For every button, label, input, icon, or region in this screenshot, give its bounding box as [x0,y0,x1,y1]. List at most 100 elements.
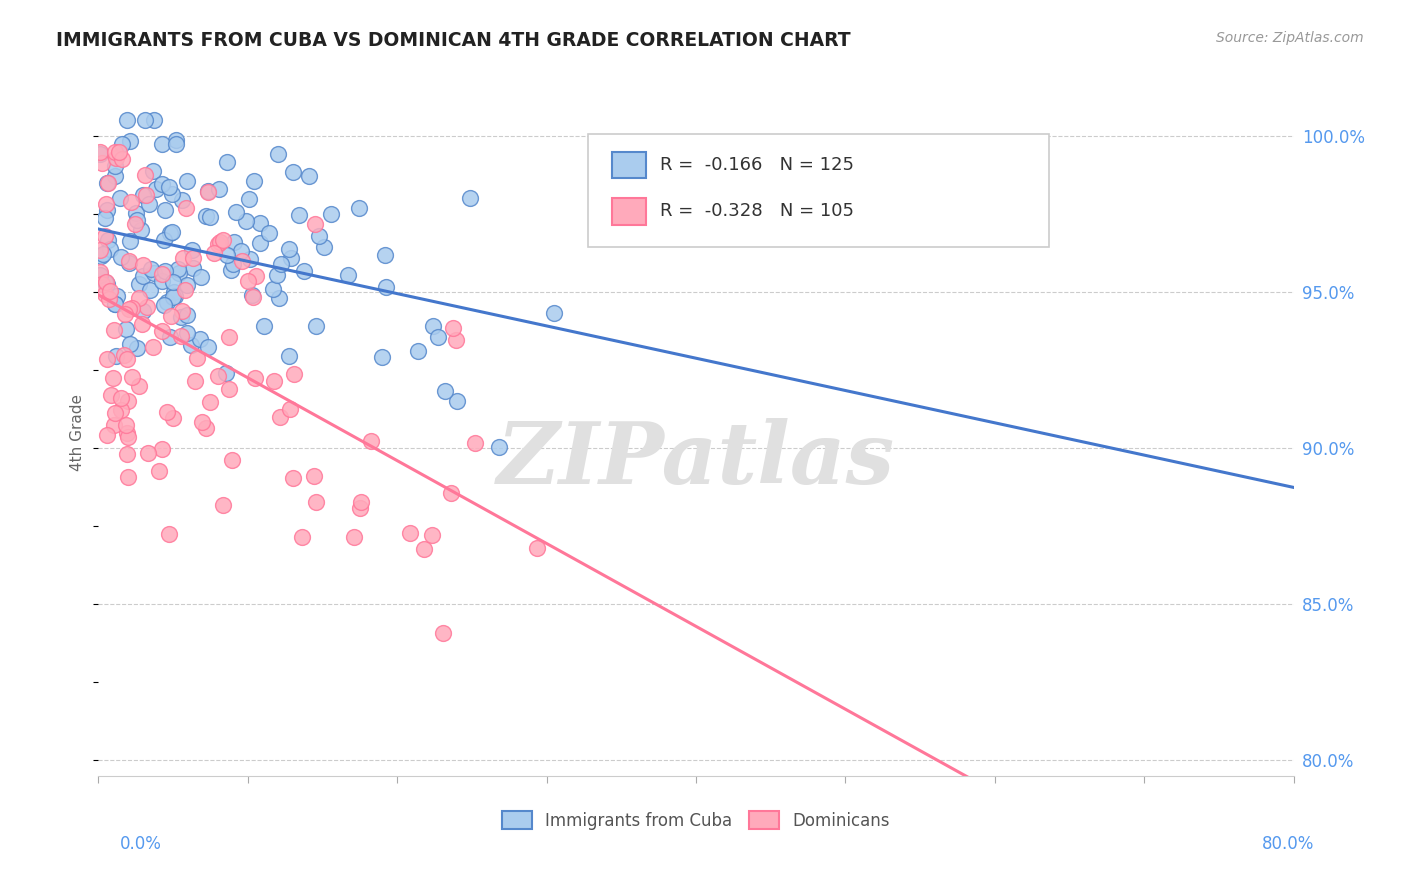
Point [115,113,138,128]
Text: IMMIGRANTS FROM CUBA VS DOMINICAN 4TH GRADE CORRELATION CHART: IMMIGRANTS FROM CUBA VS DOMINICAN 4TH GR… [56,31,851,50]
Point [153,233,176,247]
Point [174,283,197,297]
Point [153,264,176,278]
Point [413,541,436,556]
Point [349,201,371,215]
Point [110,403,132,417]
Point [257,226,280,240]
Point [115,352,138,367]
Point [96,428,118,442]
Point [434,384,457,398]
Point [408,344,430,359]
Point [281,471,304,485]
FancyBboxPatch shape [613,153,645,178]
Text: 0.0%: 0.0% [120,835,162,853]
Point [114,308,136,322]
Point [202,246,225,260]
Point [172,251,194,265]
Point [262,282,284,296]
Point [120,337,142,351]
Point [200,210,222,224]
Point [170,310,193,325]
Point [231,253,253,268]
Point [110,250,132,264]
Point [152,298,174,312]
Point [249,215,271,229]
Point [118,301,141,316]
Point [312,240,335,254]
Point [298,169,321,183]
Point [198,395,221,409]
Point [139,283,162,297]
Point [280,251,302,265]
Point [134,168,156,182]
Point [170,304,193,318]
Point [100,387,122,401]
Point [107,288,129,302]
Point [150,136,173,151]
Point [96,277,118,291]
Point [160,225,183,239]
Point [96,176,118,190]
Point [215,248,238,262]
Point [343,530,366,544]
Point [124,217,146,231]
Point [305,494,328,508]
Point [127,213,149,227]
Point [488,440,510,454]
Point [89,145,111,159]
Point [115,417,138,432]
Point [181,252,204,266]
Point [170,193,193,207]
Point [131,318,153,332]
Point [222,257,245,271]
Point [543,306,565,320]
Point [278,402,301,417]
Point [96,275,118,289]
Point [162,410,184,425]
Point [90,277,112,292]
Point [98,293,121,307]
Point [180,337,202,351]
Text: ZIPatlas: ZIPatlas [496,418,896,502]
Point [131,303,153,318]
Point [128,277,150,292]
Point [236,275,259,289]
Point [104,145,127,159]
Point [108,191,131,205]
Point [163,285,186,299]
Point [235,214,257,228]
Point [176,326,198,341]
Point [97,176,120,190]
Point [89,265,111,279]
Point [150,325,173,339]
Point [157,526,180,541]
Point [104,159,127,173]
Point [238,192,260,206]
Point [120,195,142,210]
Point [118,256,141,270]
Point [136,446,159,460]
Point [129,223,152,237]
Point [176,201,198,215]
Point [242,290,264,304]
Point [153,202,176,217]
Point [103,406,125,420]
Point [145,182,167,196]
Point [277,349,299,363]
Point [398,525,420,540]
Point [319,207,342,221]
Point [176,308,198,322]
Point [249,235,271,250]
Point [305,319,328,334]
Point [302,468,325,483]
Point [229,244,252,259]
Point [360,434,382,448]
Point [115,426,138,441]
Point [277,242,299,256]
Point [243,371,266,385]
Point [117,429,139,443]
Point [142,164,165,178]
Point [292,264,315,278]
Point [374,280,396,294]
